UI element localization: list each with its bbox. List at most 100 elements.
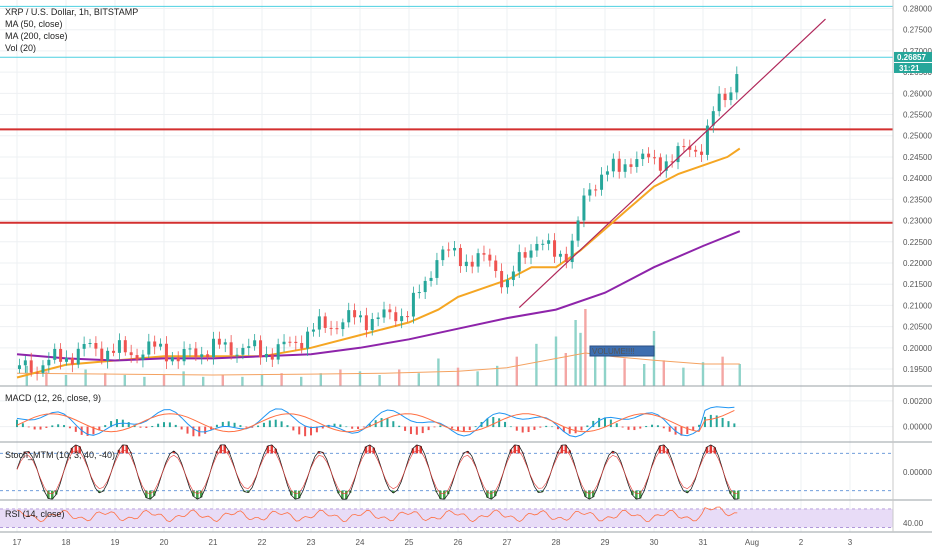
- candle-body: [623, 164, 627, 172]
- macd-hist-bar: [574, 426, 577, 434]
- macd-hist-bar: [163, 422, 165, 428]
- rsi-band: [0, 508, 893, 528]
- macd-hist-bar: [245, 426, 248, 428]
- candle-body: [206, 354, 210, 358]
- macd-hist-bar: [409, 426, 412, 435]
- candle-body: [647, 153, 651, 158]
- price-tick-label: 0.21500: [903, 280, 932, 289]
- x-tick-label: Aug: [745, 538, 759, 547]
- rsi-pane: [0, 506, 893, 528]
- macd-hist-bar: [286, 425, 289, 428]
- candle-body: [129, 352, 133, 356]
- volume-bar: [623, 358, 626, 386]
- candle-body: [541, 243, 545, 245]
- macd-hist-bar: [362, 426, 365, 428]
- candle-body: [553, 240, 557, 257]
- candle-body: [417, 292, 421, 294]
- trendline: [518, 18, 826, 308]
- macd-hist-bar: [533, 426, 536, 430]
- candle-body: [235, 354, 239, 356]
- candle-body: [282, 341, 286, 345]
- macd-hist-bar: [145, 426, 148, 428]
- candle-body: [76, 348, 80, 365]
- macd-hist-bar: [368, 423, 371, 428]
- candle-body: [347, 310, 351, 323]
- macd-hist-bar: [398, 425, 401, 428]
- stoch-tick-label: 0.00000: [903, 468, 932, 477]
- macd-hist-bar: [292, 426, 295, 431]
- price-pane: VOLUME!!!!: [0, 5, 893, 386]
- macd-hist-bar: [380, 418, 383, 428]
- candle-body: [629, 164, 633, 167]
- macd-hist-bar: [521, 426, 524, 433]
- rsi-line: [16, 506, 738, 523]
- candle-body: [211, 338, 215, 358]
- candle-body: [100, 348, 104, 361]
- candle-body: [723, 93, 727, 101]
- macd-hist-bar: [16, 419, 18, 428]
- volume-bar: [682, 367, 685, 386]
- x-tick-label: 20: [160, 538, 169, 547]
- macd-hist-bar: [568, 426, 571, 434]
- macd-hist-bar: [474, 426, 477, 428]
- candle-body: [600, 174, 604, 190]
- macd-hist-bar: [692, 426, 695, 431]
- candle-body: [229, 342, 233, 356]
- volume-bar: [652, 331, 656, 386]
- volume-bar: [603, 347, 607, 386]
- macd-hist-bar: [227, 421, 230, 428]
- macd-hist-bar: [233, 422, 236, 428]
- candle-body: [523, 252, 527, 258]
- volume-ma-line: [16, 352, 740, 376]
- macd-hist-bar: [251, 426, 254, 428]
- macd-hist-bar: [621, 426, 624, 428]
- volume-bar: [182, 371, 185, 386]
- candle-body: [441, 249, 445, 261]
- volume-bar: [378, 375, 381, 386]
- rsi-tick-label: 40.00: [903, 519, 924, 528]
- candle-body: [276, 344, 280, 360]
- price-tick-label: 0.20000: [903, 344, 932, 353]
- candle-body: [335, 328, 339, 330]
- macd-hist-bar: [727, 421, 730, 428]
- macd-hist-bar: [304, 426, 307, 437]
- candle-body: [182, 348, 186, 362]
- candle-body: [364, 315, 368, 331]
- candle-body: [223, 342, 227, 345]
- macd-hist-bar: [468, 426, 471, 431]
- volume-bar: [45, 371, 48, 386]
- macd-hist-bar: [33, 426, 36, 430]
- candle-body: [464, 261, 468, 267]
- volume-bar: [241, 376, 244, 386]
- candle-body: [264, 353, 268, 358]
- macd-hist-bar: [139, 426, 142, 428]
- macd-hist-bar: [204, 426, 207, 434]
- price-tick-label: 0.21000: [903, 301, 932, 310]
- macd-legend: MACD (12, 26, close, 9): [5, 393, 102, 403]
- volume-bar: [417, 373, 420, 386]
- candle-body: [729, 92, 733, 101]
- ma200-line: [16, 230, 741, 362]
- candle-body: [400, 316, 404, 322]
- candle-body: [517, 252, 521, 272]
- candle-body: [17, 365, 21, 370]
- candle-body: [664, 161, 668, 171]
- volume-bar: [594, 349, 597, 386]
- macd-hist-bar: [21, 423, 24, 428]
- candle-body: [705, 125, 709, 155]
- candle-body: [29, 360, 33, 373]
- last-price-flag: [894, 51, 932, 62]
- candle-body: [476, 253, 480, 267]
- candle-body: [388, 309, 392, 313]
- macd-hist-bar: [221, 421, 224, 428]
- candle-body: [159, 343, 163, 347]
- candle-body: [164, 343, 168, 362]
- candle-body: [594, 189, 598, 191]
- macd-hist-bar: [174, 424, 177, 428]
- macd-hist-bar: [509, 426, 512, 428]
- price-tick-label: 0.23000: [903, 217, 932, 226]
- candle-body: [35, 372, 39, 374]
- signal-line: [16, 409, 735, 433]
- price-tick-label: 0.20500: [903, 323, 932, 332]
